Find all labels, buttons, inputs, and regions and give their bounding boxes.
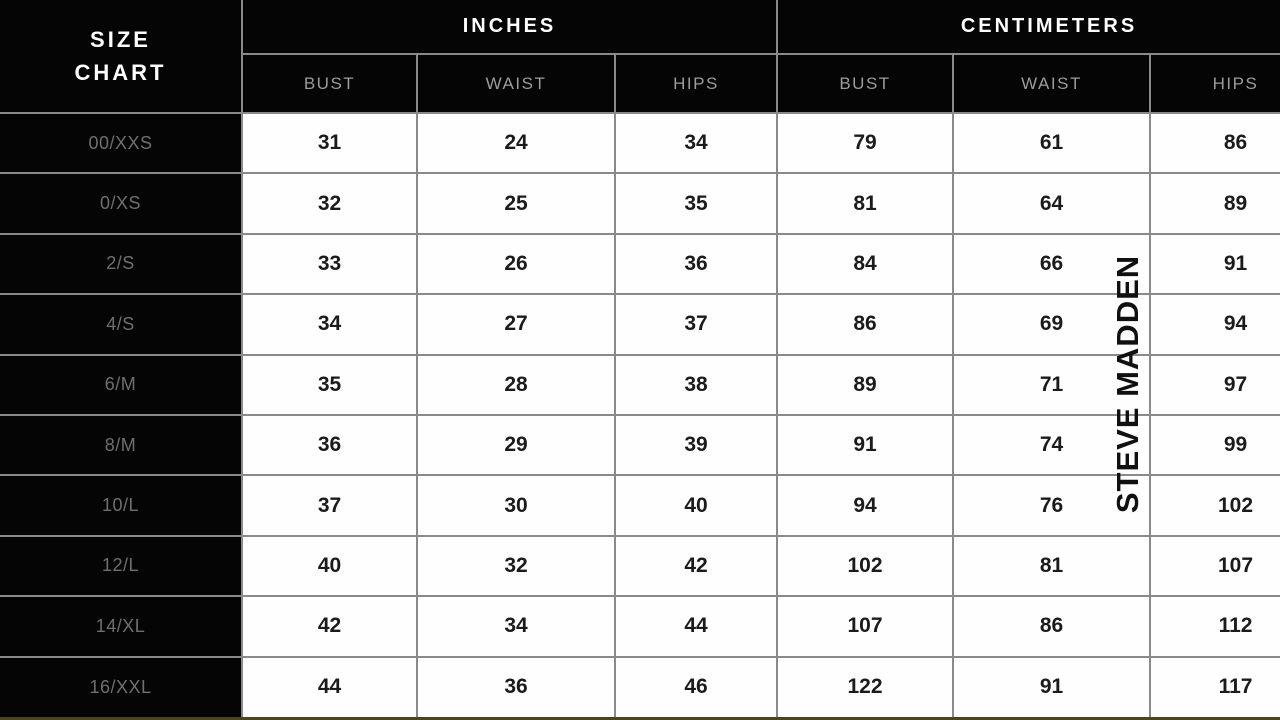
measurement-value: 69: [952, 293, 1151, 356]
table-row: 6/M 35 28 38 89 71 97: [0, 353, 1280, 416]
size-label: 10/L: [0, 474, 243, 537]
inches-bust-header: BUST: [241, 53, 418, 114]
measurement-value: 46: [614, 655, 778, 719]
measurement-value: 25: [416, 172, 616, 235]
measurement-value: 37: [241, 474, 418, 537]
centimeters-group-header: CENTIMETERS: [775, 0, 1280, 55]
measurement-value: 27: [416, 293, 616, 356]
size-label: 2/S: [0, 232, 243, 296]
measurement-value: 35: [241, 353, 418, 416]
size-label: 4/S: [0, 293, 243, 356]
measurement-value: 99: [1148, 413, 1280, 477]
table-row: 0/XS 32 25 35 81 64 89: [0, 172, 1280, 235]
measurement-value: 33: [241, 232, 418, 296]
measurement-value: 32: [416, 534, 616, 598]
measurement-value: 112: [1148, 595, 1280, 658]
steve-madden-watermark: STEVE MADDEN: [1110, 254, 1145, 514]
measurement-value: 61: [952, 111, 1151, 175]
table-row: 14/XL 42 34 44 107 86 112: [0, 595, 1280, 658]
measurement-value: 91: [952, 655, 1151, 719]
subheader-row: BUST WAIST HIPS BUST WAIST HIPS: [0, 53, 1280, 114]
size-label: 14/XL: [0, 595, 243, 658]
measurement-value: 28: [416, 353, 616, 416]
size-label: 12/L: [0, 534, 243, 598]
measurement-value: 71: [952, 353, 1151, 416]
measurement-value: 42: [241, 595, 418, 658]
size-label: 00/XXS: [0, 111, 243, 175]
measurement-value: 107: [1148, 534, 1280, 598]
measurement-value: 34: [241, 293, 418, 356]
measurement-value: 32: [241, 172, 418, 235]
measurement-value: 89: [776, 353, 954, 416]
size-chart-title: SIZE CHART: [0, 0, 243, 114]
measurement-value: 36: [614, 232, 778, 296]
centimeters-waist-header: WAIST: [952, 53, 1151, 114]
table-row: 8/M 36 29 39 91 74 99: [0, 413, 1280, 477]
measurement-value: 38: [614, 353, 778, 416]
measurement-value: 76: [952, 474, 1151, 537]
measurement-value: 24: [416, 111, 616, 175]
measurement-value: 91: [1148, 232, 1280, 296]
measurement-value: 81: [776, 172, 954, 235]
bottom-border: [0, 717, 1280, 720]
group-header-row: SIZE CHART INCHES CENTIMETERS: [0, 0, 1280, 114]
size-label: 8/M: [0, 413, 243, 477]
measurement-value: 34: [416, 595, 616, 658]
measurement-value: 44: [241, 655, 418, 719]
measurement-value: 36: [416, 655, 616, 719]
measurement-value: 79: [776, 111, 954, 175]
measurement-value: 30: [416, 474, 616, 537]
measurement-value: 29: [416, 413, 616, 477]
measurement-value: 91: [776, 413, 954, 477]
measurement-value: 34: [614, 111, 778, 175]
measurement-value: 97: [1148, 353, 1280, 416]
measurement-value: 122: [776, 655, 954, 719]
table-row: 10/L 37 30 40 94 76 102: [0, 474, 1280, 537]
measurement-value: 42: [614, 534, 778, 598]
measurement-value: 81: [952, 534, 1151, 598]
measurement-value: 94: [776, 474, 954, 537]
measurement-value: 74: [952, 413, 1151, 477]
measurement-value: 44: [614, 595, 778, 658]
measurement-value: 40: [614, 474, 778, 537]
measurement-value: 64: [952, 172, 1151, 235]
size-chart-title-line1: SIZE: [90, 27, 151, 52]
measurement-value: 86: [952, 595, 1151, 658]
size-label: 16/XXL: [0, 655, 243, 719]
inches-group-header: INCHES: [241, 0, 778, 55]
measurement-value: 107: [776, 595, 954, 658]
measurement-value: 94: [1148, 293, 1280, 356]
measurement-value: 117: [1148, 655, 1280, 719]
measurement-value: 102: [1148, 474, 1280, 537]
table-row: 16/XXL 44 36 46 122 91 117: [0, 655, 1280, 719]
measurement-value: 86: [776, 293, 954, 356]
measurement-value: 26: [416, 232, 616, 296]
table-row: 00/XXS 31 24 34 79 61 86: [0, 111, 1280, 175]
measurement-value: 39: [614, 413, 778, 477]
measurement-value: 86: [1148, 111, 1280, 175]
inches-waist-header: WAIST: [416, 53, 616, 114]
measurement-value: 31: [241, 111, 418, 175]
table-row: 4/S 34 27 37 86 69 94: [0, 293, 1280, 356]
table-row: 12/L 40 32 42 102 81 107: [0, 534, 1280, 598]
measurement-value: 89: [1148, 172, 1280, 235]
measurement-value: 102: [776, 534, 954, 598]
table-row: 2/S 33 26 36 84 66 91: [0, 232, 1280, 296]
centimeters-bust-header: BUST: [776, 53, 954, 114]
measurement-value: 35: [614, 172, 778, 235]
size-chart-title-line2: CHART: [74, 60, 167, 85]
size-chart-body: 00/XXS 31 24 34 79 61 86 0/XS 32 25 35 81 64 89 2/S 33 2…: [0, 111, 1280, 719]
measurement-value: 37: [614, 293, 778, 356]
measurement-value: 66: [952, 232, 1151, 296]
measurement-value: 36: [241, 413, 418, 477]
measurement-value: 40: [241, 534, 418, 598]
inches-hips-header: HIPS: [614, 53, 778, 114]
centimeters-hips-header: HIPS: [1148, 53, 1280, 114]
measurement-value: 84: [776, 232, 954, 296]
size-label: 6/M: [0, 353, 243, 416]
size-label: 0/XS: [0, 172, 243, 235]
